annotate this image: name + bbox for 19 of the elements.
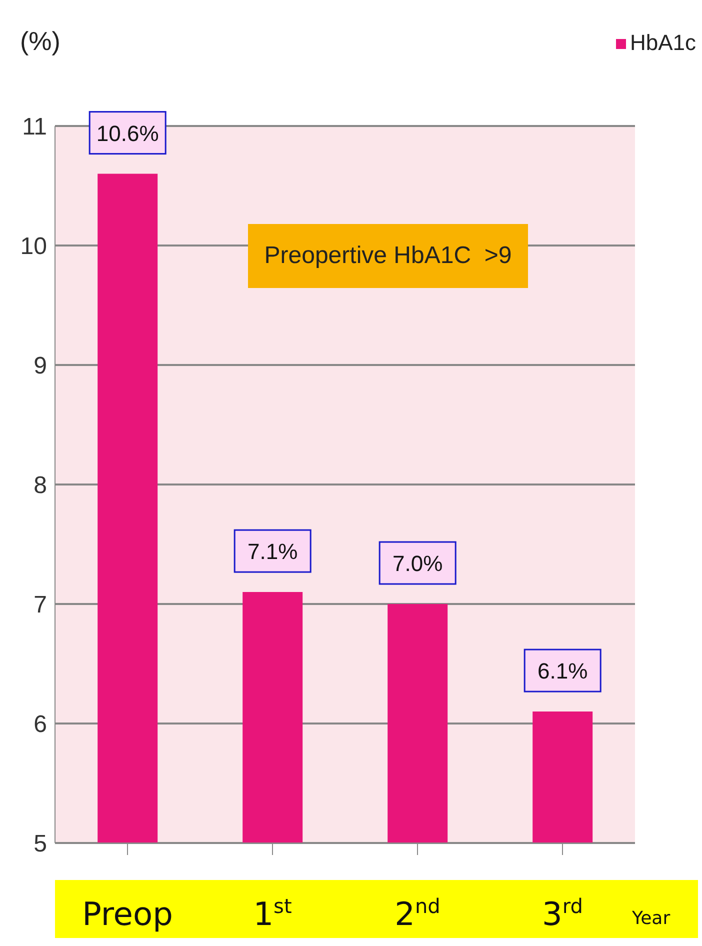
annotation: Preopertive HbA1C >9 — [248, 224, 528, 288]
x-tick-label: 3$^{rd}$ — [542, 894, 583, 933]
y-tick-label: 10 — [20, 233, 47, 260]
x-tick-label: Preop — [82, 895, 173, 933]
x-tick-label: 1$^{st}$ — [253, 894, 292, 933]
data-label: 7.0% — [392, 551, 443, 576]
y-tick-label: 11 — [22, 114, 47, 141]
y-axis-title: (%) — [20, 26, 60, 57]
y-tick-label: 7 — [34, 592, 47, 619]
data-label: 7.1% — [248, 539, 298, 564]
data-label: 6.1% — [538, 658, 588, 684]
y-tick-label: 6 — [34, 711, 47, 738]
x-axis-title: Year — [632, 908, 670, 929]
y-tick-label: 9 — [34, 352, 47, 380]
legend-label: HbA1c — [630, 30, 696, 55]
x-tick-label: 2$^{nd}$ — [394, 894, 440, 933]
y-tick-label: 8 — [34, 472, 47, 500]
y-tick-label: 5 — [34, 830, 47, 858]
data-label: 10.6% — [96, 120, 159, 146]
